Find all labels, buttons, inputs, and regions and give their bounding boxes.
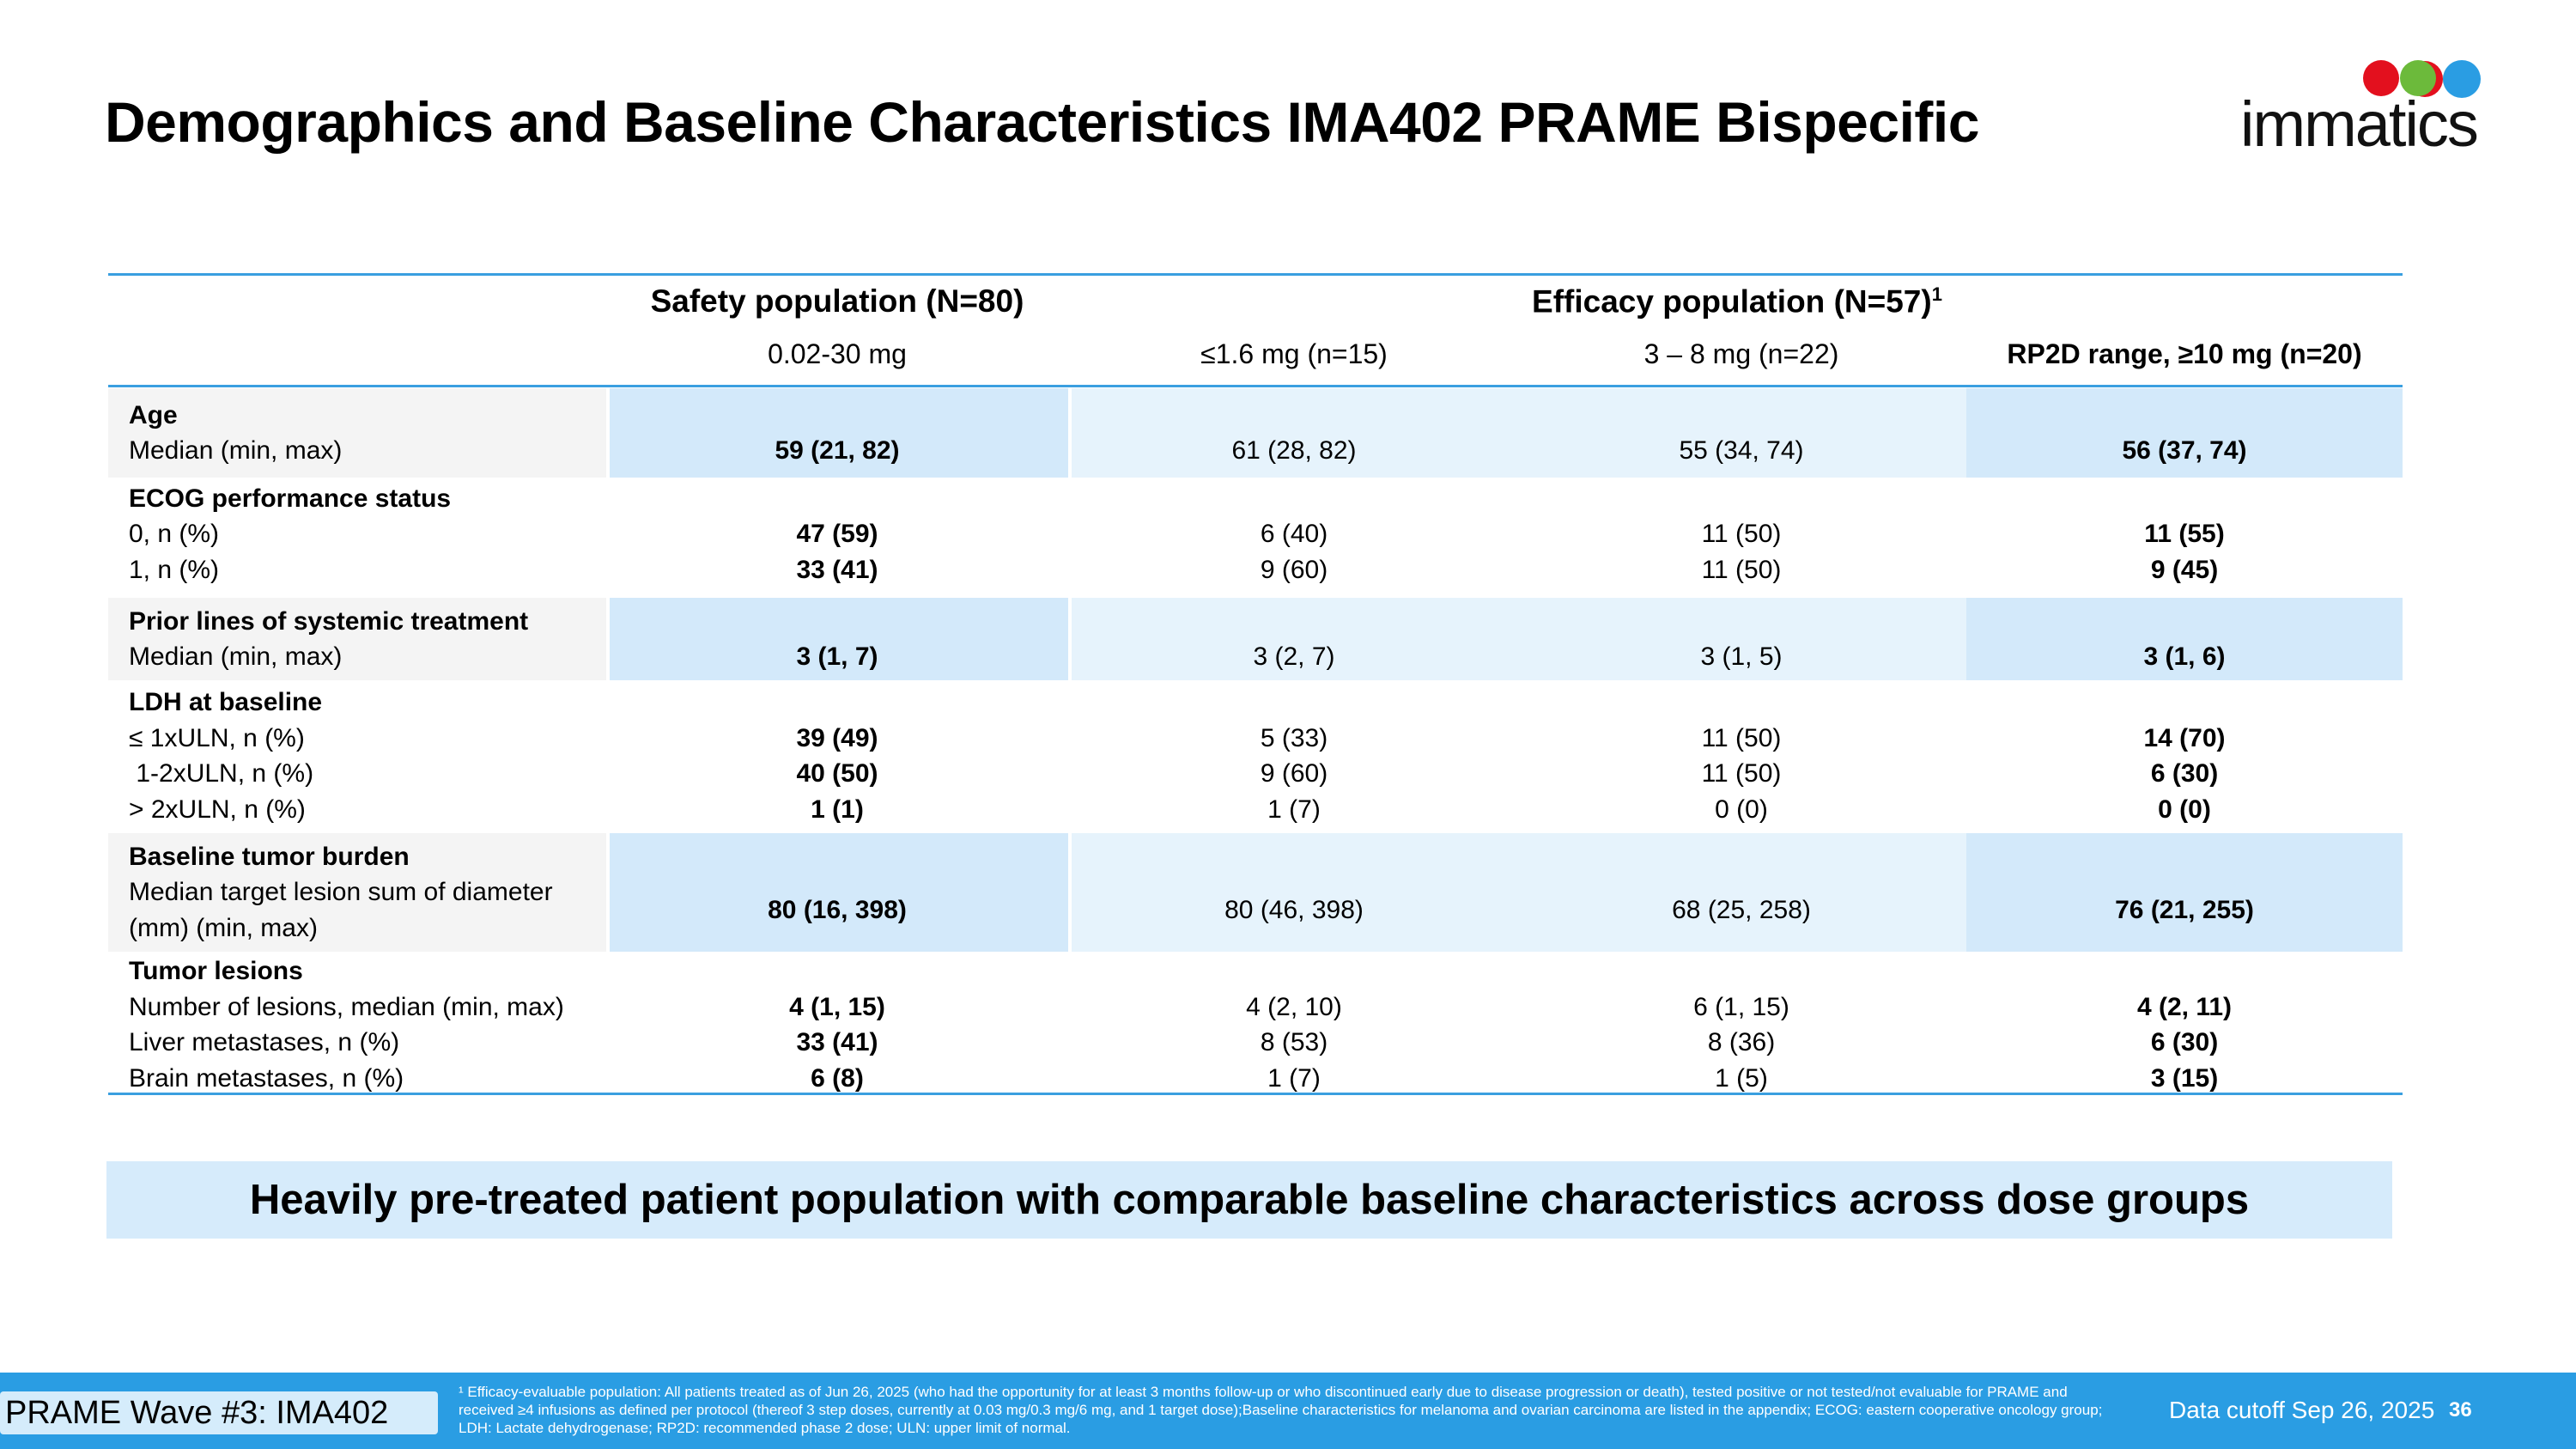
value-band	[610, 833, 1068, 952]
table-cell: 56 (37, 74)	[2122, 436, 2247, 465]
column-header: 0.02-30 mg	[768, 338, 907, 369]
section-heading: Age	[129, 400, 178, 429]
logo-dot-blue	[2443, 60, 2481, 98]
program-tag: PRAME Wave #3: IMA402	[0, 1391, 438, 1434]
logo-dot-red	[2363, 60, 2399, 96]
row-label: 1-2xULN, n (%)	[129, 759, 314, 788]
row-label: 0, n (%)	[129, 520, 220, 549]
value-band	[1966, 833, 2403, 952]
column-header: ≤1.6 mg (n=15)	[1200, 338, 1388, 369]
table-cell: 11 (50)	[1701, 555, 1782, 584]
footnote-marker: 1	[1931, 283, 1942, 305]
section-heading: Tumor lesions	[129, 957, 303, 985]
table-cell: 11 (50)	[1701, 723, 1782, 752]
footnote: ¹ Efficacy-evaluable population: All pat…	[459, 1384, 2103, 1436]
table-cell: 40 (50)	[796, 759, 878, 788]
table-cell: 9 (60)	[1260, 759, 1328, 788]
table-cell: 68 (25, 258)	[1672, 896, 1811, 924]
value-band	[610, 388, 1068, 478]
row-label: Brain metastases, n (%)	[129, 1063, 404, 1093]
table-cell: 55 (34, 74)	[1679, 436, 1804, 465]
table-cell: 3 (1, 5)	[1700, 642, 1783, 671]
table-cell: 6 (8)	[811, 1063, 864, 1093]
row-label: 1, n (%)	[129, 555, 220, 584]
table-cell: 3 (15)	[2150, 1063, 2219, 1093]
column-header: RP2D range, ≥10 mg (n=20)	[2007, 338, 2362, 369]
value-band	[1072, 833, 1966, 952]
table-cell: 59 (21, 82)	[775, 436, 900, 465]
section-heading: Baseline tumor burden	[129, 842, 410, 871]
safety-group-header: Safety population (N=80)	[650, 283, 1024, 319]
table-cell: 80 (16, 398)	[768, 896, 907, 924]
logo-wordmark: immatics	[2240, 88, 2479, 160]
table-cell: 0 (0)	[1715, 795, 1768, 824]
table-cell: 3 (1, 6)	[2143, 642, 2226, 671]
section-heading: Prior lines of systemic treatment	[129, 606, 529, 636]
table-cell: 4 (1, 15)	[789, 992, 885, 1021]
row-label: ≤ 1xULN, n (%)	[129, 723, 305, 752]
section-heading: LDH at baseline	[129, 688, 323, 716]
table-cell: 11 (55)	[2144, 520, 2225, 549]
table-top-rule	[108, 273, 2403, 276]
table-cell: 11 (50)	[1701, 759, 1782, 788]
page-title: Demographics and Baseline Characteristic…	[105, 90, 1979, 154]
label-band	[108, 598, 606, 680]
table-cell: 76 (21, 255)	[2115, 896, 2254, 924]
page-number: 36	[2449, 1398, 2472, 1422]
table-cell: 1 (7)	[1267, 795, 1321, 824]
table-cell: 1 (7)	[1267, 1063, 1321, 1093]
table-cell: 4 (2, 10)	[1246, 992, 1342, 1021]
table-cell: 11 (50)	[1701, 520, 1782, 549]
table-cell: 6 (30)	[2150, 1028, 2219, 1056]
row-label: Number of lesions, median (min, max)	[129, 992, 564, 1021]
logo-dot-green	[2400, 60, 2436, 96]
table-cell: 8 (53)	[1260, 1028, 1328, 1056]
table-cell: 6 (40)	[1260, 520, 1328, 549]
value-band	[1072, 598, 1966, 680]
header-bottom-rule	[108, 385, 2403, 387]
data-cutoff: Data cutoff Sep 26, 2025	[2169, 1397, 2435, 1423]
efficacy-group-header: Efficacy population (N=57)1	[1072, 283, 2403, 320]
footer-bar: PRAME Wave #3: IMA402 ¹ Efficacy-evaluab…	[0, 1373, 2576, 1449]
efficacy-group-label: Efficacy population (N=57)	[1532, 283, 1932, 320]
label-band	[108, 833, 606, 952]
table-cell: 14 (70)	[2143, 723, 2226, 752]
row-label: Liver metastases, n (%)	[129, 1028, 400, 1056]
value-band	[1966, 598, 2403, 680]
table-cell: 4 (2, 11)	[2136, 992, 2233, 1021]
table-cell: 39 (49)	[796, 723, 878, 752]
table-cell: 1 (1)	[811, 795, 864, 824]
table-cell: 9 (45)	[2150, 555, 2219, 584]
value-band	[610, 598, 1068, 680]
table-cell: 3 (2, 7)	[1253, 642, 1335, 671]
row-label: Median (min, max)	[129, 642, 343, 671]
table-cell: 6 (1, 15)	[1693, 992, 1789, 1021]
column-header: 3 – 8 mg (n=22)	[1643, 338, 1839, 369]
table-cell: 8 (36)	[1707, 1028, 1776, 1056]
table-cell: 33 (41)	[796, 555, 878, 584]
label-band	[108, 388, 606, 478]
table-cell: 33 (41)	[796, 1028, 878, 1056]
section-heading: ECOG performance status	[129, 484, 452, 513]
table-cell: 9 (60)	[1260, 555, 1328, 584]
table-cell: 61 (28, 82)	[1231, 436, 1357, 465]
table-bottom-rule	[108, 1093, 2403, 1095]
table-cell: 0 (0)	[2158, 795, 2211, 824]
table-cell: 80 (46, 398)	[1224, 896, 1364, 924]
table-cell: 47 (59)	[796, 520, 878, 549]
table-cell: 3 (1, 7)	[796, 642, 878, 671]
value-band	[1072, 388, 1966, 478]
logo-spacer	[2226, 55, 2492, 56]
table-cell: 5 (33)	[1260, 723, 1328, 752]
table-cell: 6 (30)	[2150, 759, 2219, 788]
value-band	[1966, 388, 2403, 478]
key-message-banner: Heavily pre-treated patient population w…	[106, 1161, 2392, 1239]
row-label: Median (min, max)	[129, 436, 343, 465]
row-label: Median target lesion sum of diameter (mm…	[129, 878, 553, 942]
row-label: > 2xULN, n (%)	[129, 795, 306, 824]
table-cell: 1 (5)	[1715, 1063, 1768, 1093]
